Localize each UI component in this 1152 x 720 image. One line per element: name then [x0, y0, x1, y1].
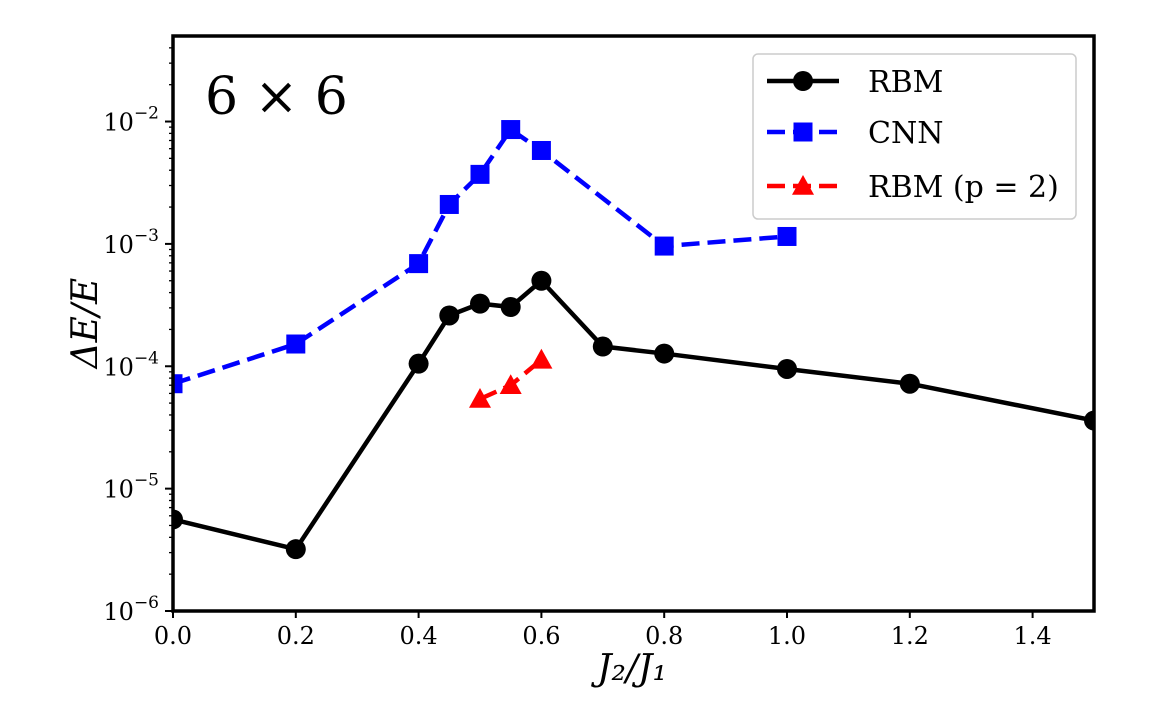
data-point	[173, 509, 183, 530]
series-circle	[173, 270, 1094, 560]
legend-label: RBM (p = 2)	[868, 170, 1059, 205]
legend-item: RBM	[767, 65, 943, 100]
data-point	[531, 140, 551, 160]
y-ticks: 10−6 10−5 10−4 10−3 10−2	[103, 47, 173, 626]
legend-marker	[793, 71, 813, 91]
x-ticks: 0.0 0.2 0.4 0.6 0.8 1.0 1.2 1.4	[154, 611, 1052, 650]
series-layer	[173, 120, 1094, 560]
y-tick-label: 10−3	[103, 226, 159, 259]
data-point	[439, 305, 460, 326]
x-tick-label: 1.2	[891, 622, 929, 650]
y-tick-label: 10−6	[103, 593, 159, 626]
x-tick-label: 1.0	[768, 622, 806, 650]
data-point	[439, 194, 459, 214]
data-point	[500, 297, 521, 318]
y-tick-label: 10−5	[103, 471, 159, 504]
data-point	[285, 539, 306, 560]
data-point	[654, 236, 674, 256]
data-point	[408, 353, 429, 374]
data-point	[499, 374, 522, 395]
legend-label: CNN	[868, 116, 943, 151]
annotation-label: 6 × 6	[205, 67, 348, 127]
series-line	[173, 127, 788, 386]
series-line	[173, 278, 1094, 552]
data-point	[409, 254, 429, 274]
x-tick-label: 0.8	[645, 622, 683, 650]
data-point	[592, 336, 613, 357]
data-point	[469, 388, 491, 408]
series-square	[173, 120, 797, 394]
x-tick-label: 0.0	[154, 622, 192, 650]
data-point	[470, 164, 490, 184]
legend-item: CNN	[767, 116, 943, 151]
x-tick-label: 0.2	[277, 622, 315, 650]
data-point	[777, 358, 797, 379]
data-point	[531, 270, 552, 291]
series-triangle	[469, 348, 553, 408]
data-point	[470, 293, 490, 314]
y-tick-label: 10−4	[103, 348, 159, 381]
data-point	[654, 343, 675, 364]
y-axis-title: ΔE/E	[65, 278, 106, 371]
legend-box	[752, 53, 1077, 220]
x-tick-label: 1.4	[1014, 622, 1052, 650]
plot-frame	[171, 34, 1096, 613]
x-tick-label: 0.6	[522, 622, 560, 650]
legend-label: RBM	[868, 65, 943, 100]
legend-marker	[792, 175, 814, 195]
legend-item: RBM (p = 2)	[767, 170, 1059, 205]
data-point	[899, 373, 920, 394]
data-point	[1084, 410, 1094, 431]
x-axis-title: J₂/J₁	[590, 648, 667, 689]
y-tick-label: 10−2	[103, 104, 159, 137]
legend-marker	[793, 122, 813, 142]
data-point	[286, 334, 306, 354]
data-point	[777, 226, 797, 246]
data-point	[530, 348, 553, 369]
data-point	[501, 120, 521, 140]
x-tick-label: 0.4	[400, 622, 438, 650]
legend: RBM CNN RBM (p = 2)	[752, 53, 1077, 220]
data-point	[173, 374, 183, 394]
